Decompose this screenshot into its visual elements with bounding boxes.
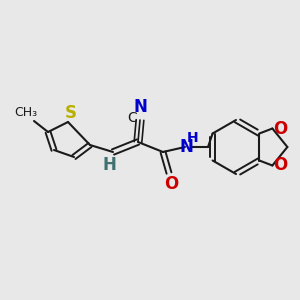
Text: N: N	[133, 98, 147, 116]
Text: O: O	[164, 175, 178, 193]
Text: CH₃: CH₃	[14, 106, 38, 119]
Text: O: O	[273, 119, 287, 137]
Text: O: O	[273, 157, 287, 175]
Text: C: C	[127, 111, 137, 125]
Text: S: S	[65, 104, 77, 122]
Text: N: N	[179, 138, 193, 156]
Text: H: H	[102, 156, 116, 174]
Text: H: H	[187, 131, 199, 145]
